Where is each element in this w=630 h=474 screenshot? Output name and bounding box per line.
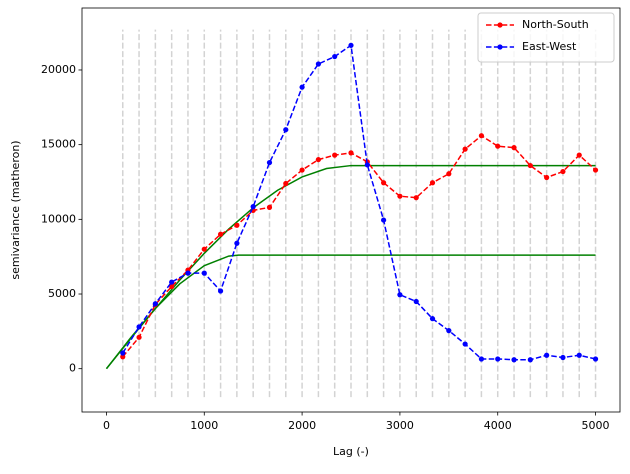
series-line: [122, 44, 596, 361]
point: [462, 341, 468, 347]
point: [446, 171, 452, 177]
point: [495, 143, 501, 149]
point: [381, 180, 387, 186]
x-axis-label: Lag (-): [333, 445, 369, 458]
point: [478, 133, 485, 139]
point: [576, 152, 582, 158]
point: [478, 356, 485, 362]
point: [169, 283, 175, 290]
point: [462, 146, 468, 152]
point: [495, 356, 501, 362]
point: [527, 357, 533, 363]
y-tick-label: 20000: [41, 63, 76, 76]
y-tick-label: 0: [69, 362, 76, 375]
y-axis-label: semivariance (matheron): [9, 140, 22, 279]
point: [152, 301, 158, 307]
point: [299, 167, 305, 173]
legend-label: North-South: [522, 18, 589, 31]
point: [136, 324, 142, 330]
point: [544, 352, 550, 358]
point: [429, 180, 436, 186]
plot-frame: [81, 7, 621, 413]
point: [348, 42, 354, 48]
point: [511, 357, 517, 363]
point: [120, 354, 126, 360]
x-tick-label: 2000: [288, 419, 316, 432]
point: [544, 174, 550, 181]
point: [283, 180, 289, 187]
x-tick-label: 4000: [484, 419, 512, 432]
point: [397, 193, 403, 199]
point: [315, 61, 321, 67]
point: [446, 328, 452, 334]
point: [381, 217, 387, 223]
point: [120, 350, 126, 356]
point: [234, 240, 240, 246]
point: [592, 356, 599, 362]
point: [592, 167, 599, 173]
point: [315, 156, 321, 163]
point: [560, 168, 566, 175]
x-tick-label: 3000: [386, 419, 414, 432]
point: [217, 288, 224, 294]
y-tick-label: 5000: [48, 287, 76, 300]
point: [332, 152, 338, 158]
point: [136, 334, 142, 340]
y-tick-label: 15000: [41, 138, 76, 151]
point: [266, 204, 273, 210]
legend-marker: [497, 44, 503, 50]
point: [364, 162, 370, 168]
series-line: [122, 134, 597, 358]
point: [283, 127, 289, 133]
point: [560, 354, 566, 361]
point: [201, 246, 207, 252]
x-tick-label: 0: [103, 419, 110, 432]
point: [185, 270, 191, 276]
point: [397, 292, 403, 298]
legend-marker: [497, 22, 503, 28]
point: [332, 53, 338, 60]
point: [348, 150, 354, 156]
point: [217, 231, 224, 237]
point: [201, 270, 207, 276]
point: [266, 159, 273, 166]
point: [527, 162, 533, 169]
point: [169, 279, 175, 285]
point: [250, 204, 256, 210]
x-tick-label: 1000: [190, 419, 218, 432]
legend-label: East-West: [522, 40, 577, 53]
point: [576, 352, 582, 358]
point: [429, 316, 436, 322]
point: [511, 145, 517, 151]
y-tick-label: 10000: [41, 212, 76, 225]
point: [234, 222, 240, 228]
point: [299, 84, 305, 90]
point: [413, 195, 419, 201]
x-tick-label: 5000: [582, 419, 610, 432]
point: [413, 298, 419, 305]
